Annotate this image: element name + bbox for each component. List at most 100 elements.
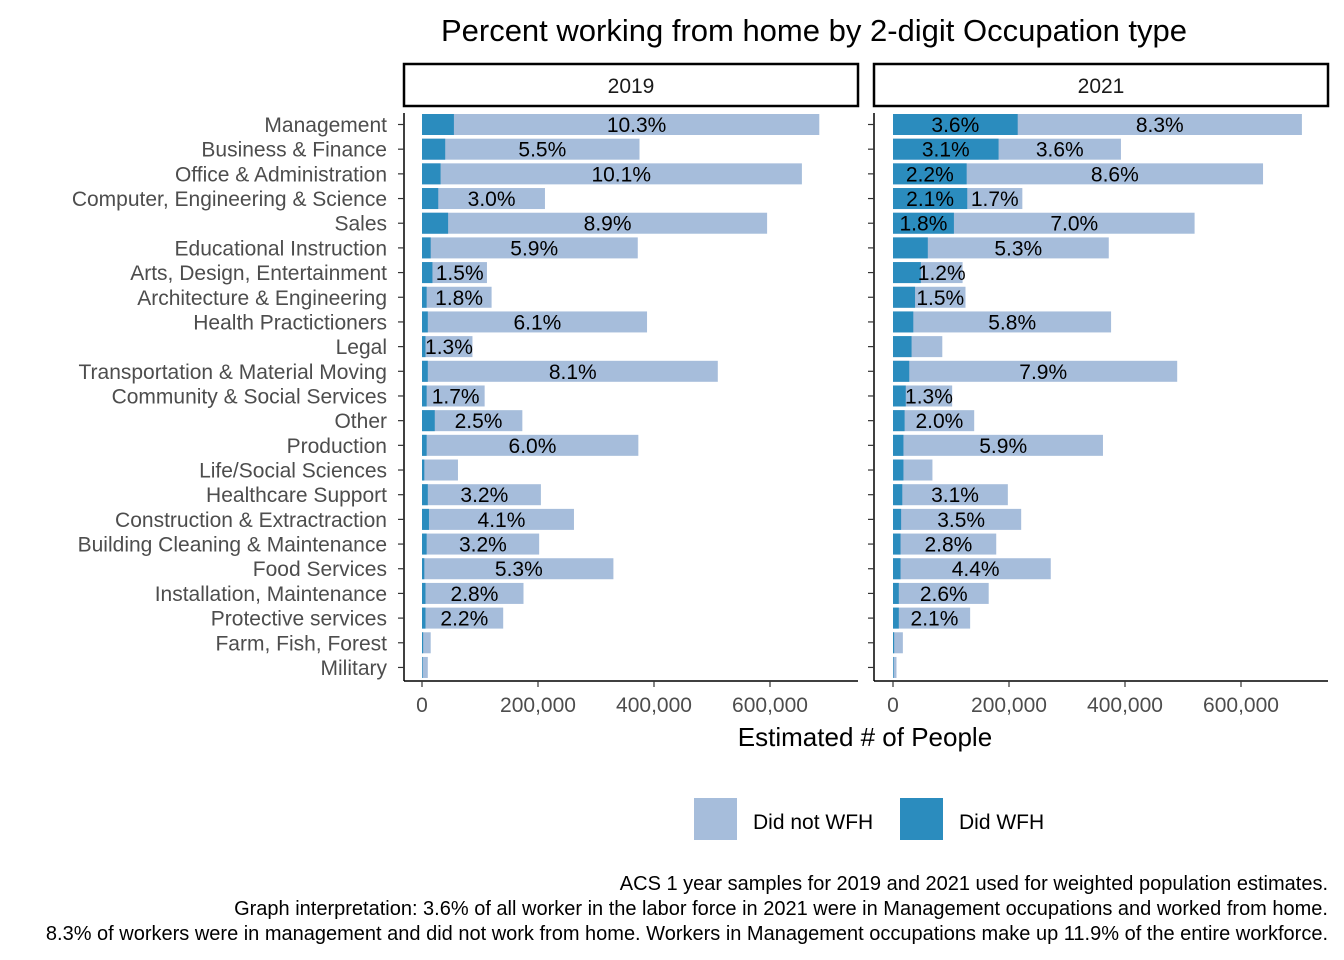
strip-box-2021 — [872, 62, 1330, 108]
y-label-1: Business & Finance — [201, 139, 387, 162]
label-did-not-wfh-2019-11: 1.7% — [432, 385, 480, 408]
bar-did-not-wfh-2021-21 — [893, 632, 903, 654]
label-did-not-wfh-2021-10: 7.9% — [1019, 361, 1067, 384]
bar-did-wfh-2019-10 — [422, 360, 428, 382]
y-label-13: Production — [287, 435, 387, 458]
bar-did-not-wfh-2019-17 — [422, 533, 540, 555]
bar-did-wfh-2019-21 — [422, 632, 424, 654]
x-tick-label-2021-3: 600,000 — [1203, 694, 1279, 717]
label-did-wfh-2021-0: 3.6% — [931, 114, 979, 137]
label-did-not-wfh-2019-18: 5.3% — [495, 558, 543, 581]
bar-did-wfh-2021-0 — [893, 114, 1018, 135]
label-did-not-wfh-2021-0: 8.3% — [1136, 114, 1184, 137]
y-label-22: Military — [321, 657, 388, 680]
bar-did-wfh-2021-1 — [893, 138, 999, 160]
axes — [398, 113, 1328, 682]
bar-did-not-wfh-2019-7 — [422, 286, 492, 308]
label-did-not-wfh-2021-8: 5.8% — [988, 311, 1036, 334]
bar-did-not-wfh-2019-5 — [422, 237, 638, 259]
x-axis-title: Estimated # of People — [738, 722, 992, 752]
bar-did-wfh-2021-7 — [893, 286, 916, 308]
legend-label-1: Did WFH — [959, 811, 1044, 834]
bar-did-wfh-2021-22 — [893, 656, 894, 678]
bar-did-wfh-2019-7 — [422, 286, 427, 308]
label-did-not-wfh-2019-15: 3.2% — [460, 484, 508, 507]
bar-did-wfh-2021-20 — [893, 607, 899, 629]
legend-key-1 — [900, 798, 943, 840]
label-did-not-wfh-2021-19: 2.6% — [920, 583, 968, 606]
label-did-not-wfh-2021-17: 2.8% — [924, 534, 972, 557]
bar-did-wfh-2019-4 — [422, 212, 449, 234]
bar-did-wfh-2021-13 — [893, 434, 904, 456]
y-label-16: Construction & Extractraction — [115, 509, 387, 532]
label-did-not-wfh-2019-7: 1.8% — [435, 287, 483, 310]
bar-did-not-wfh-2019-22 — [422, 656, 428, 678]
label-did-not-wfh-2019-20: 2.2% — [440, 608, 488, 631]
strip-label-2019: 2019 — [608, 75, 655, 98]
label-did-not-wfh-2021-7: 1.5% — [916, 287, 964, 310]
bar-did-not-wfh-2019-2 — [422, 163, 802, 185]
label-did-not-wfh-2021-12: 2.0% — [915, 410, 963, 433]
bar-did-wfh-2021-15 — [893, 484, 903, 506]
label-did-not-wfh-2019-3: 3.0% — [468, 188, 516, 211]
bar-did-wfh-2021-4 — [893, 212, 954, 234]
bar-did-not-wfh-2021-12 — [893, 410, 975, 432]
bar-did-wfh-2019-8 — [422, 311, 428, 333]
bar-did-not-wfh-2019-16 — [422, 508, 574, 530]
strip-box-2019 — [402, 62, 860, 108]
label-did-not-wfh-2021-6: 1.2% — [918, 262, 966, 285]
bar-did-wfh-2021-12 — [893, 410, 905, 432]
bar-did-not-wfh-2021-11 — [893, 385, 953, 407]
bar-did-not-wfh-2021-13 — [893, 434, 1103, 456]
y-label-8: Health Practictioners — [193, 311, 387, 334]
label-did-not-wfh-2021-1: 3.6% — [1036, 139, 1084, 162]
bar-did-not-wfh-2019-10 — [422, 360, 718, 382]
bar-did-not-wfh-2019-8 — [422, 311, 648, 333]
label-did-not-wfh-2021-16: 3.5% — [937, 509, 985, 532]
bar-did-wfh-2021-14 — [893, 459, 904, 481]
y-label-3: Computer, Engineering & Science — [72, 188, 387, 211]
label-did-wfh-2021-4: 1.8% — [900, 213, 948, 236]
y-label-0: Management — [264, 114, 387, 137]
y-label-15: Healthcare Support — [206, 484, 387, 507]
label-did-not-wfh-2019-4: 8.9% — [584, 213, 632, 236]
x-tick-label-2019-3: 600,000 — [732, 694, 808, 717]
bar-did-wfh-2019-16 — [422, 508, 429, 530]
y-label-18: Food Services — [253, 558, 387, 581]
bar-did-wfh-2021-2 — [893, 163, 967, 185]
x-tick-label-2021-1: 200,000 — [971, 694, 1047, 717]
label-did-not-wfh-2019-2: 10.1% — [591, 163, 651, 186]
bar-did-not-wfh-2019-9 — [422, 336, 473, 358]
bar-did-not-wfh-2019-3 — [422, 188, 545, 210]
bar-did-wfh-2019-15 — [422, 484, 428, 506]
bar-did-not-wfh-2021-17 — [893, 533, 997, 555]
bar-did-not-wfh-2021-10 — [893, 360, 1178, 382]
bar-did-not-wfh-2021-4 — [893, 212, 1195, 234]
label-did-not-wfh-2021-20: 2.1% — [911, 608, 959, 631]
bars — [422, 114, 1302, 678]
bar-did-wfh-2019-6 — [422, 262, 433, 284]
y-label-20: Protective services — [211, 608, 387, 631]
y-label-14: Life/Social Sciences — [199, 460, 387, 483]
label-did-not-wfh-2021-4: 7.0% — [1050, 213, 1098, 236]
y-label-21: Farm, Fish, Forest — [215, 632, 387, 655]
bar-did-not-wfh-2019-0 — [422, 114, 820, 135]
x-tick-label-2019-1: 200,000 — [500, 694, 576, 717]
bar-did-not-wfh-2021-8 — [893, 311, 1112, 333]
bar-did-wfh-2019-22 — [422, 656, 423, 678]
bar-did-not-wfh-2019-14 — [422, 459, 458, 481]
bar-did-wfh-2019-1 — [422, 138, 446, 160]
bar-did-wfh-2021-16 — [893, 508, 902, 530]
bar-did-wfh-2021-9 — [893, 336, 912, 358]
bar-did-wfh-2019-17 — [422, 533, 427, 555]
bar-did-wfh-2019-9 — [422, 336, 426, 358]
label-did-wfh-2021-1: 3.1% — [922, 139, 970, 162]
label-did-not-wfh-2019-13: 6.0% — [509, 435, 557, 458]
bar-did-not-wfh-2021-19 — [893, 582, 989, 604]
bar-did-not-wfh-2019-15 — [422, 484, 541, 506]
strip-label-2021: 2021 — [1078, 75, 1125, 98]
y-label-12: Other — [334, 410, 387, 433]
label-did-not-wfh-2021-11: 1.3% — [905, 385, 953, 408]
bar-did-not-wfh-2019-12 — [422, 410, 523, 432]
label-did-not-wfh-2019-0: 10.3% — [607, 114, 667, 137]
